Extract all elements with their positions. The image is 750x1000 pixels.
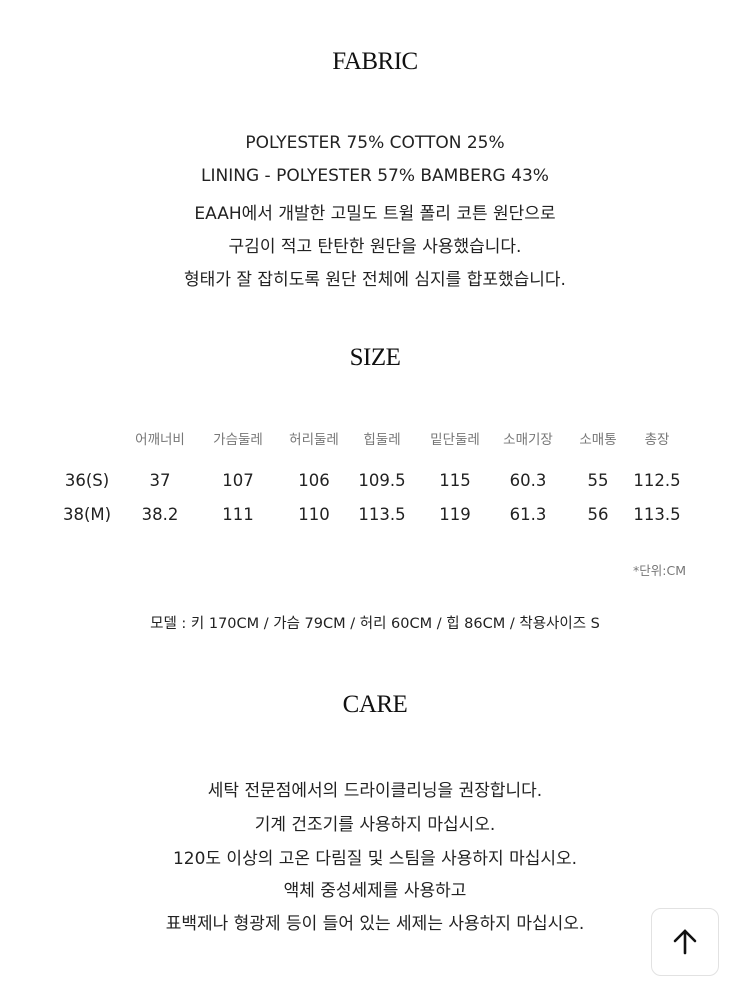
table-cell: 55 bbox=[587, 471, 609, 490]
table-cell: 115 bbox=[439, 471, 471, 490]
table-cell: 106 bbox=[298, 471, 330, 490]
table-cell: 61.3 bbox=[509, 505, 547, 524]
column-header: 밑단둘레 bbox=[430, 432, 480, 448]
table-cell: 56 bbox=[587, 505, 609, 524]
row-label: 38(M) bbox=[62, 505, 112, 524]
table-cell: 110 bbox=[298, 505, 330, 524]
column-header: 허리둘레 bbox=[289, 432, 339, 448]
care-title: CARE bbox=[342, 691, 408, 718]
model-info: 모델 : 키 170CM / 가슴 79CM / 허리 60CM / 힙 86C… bbox=[150, 616, 600, 632]
care-line: 기계 건조기를 사용하지 마십시오. bbox=[254, 815, 496, 835]
column-header: 어깨너비 bbox=[135, 432, 185, 448]
table-cell: 107 bbox=[222, 471, 254, 490]
fabric-line: POLYESTER 75% COTTON 25% bbox=[245, 133, 505, 153]
table-cell: 113.5 bbox=[358, 505, 406, 524]
column-header: 소매기장 bbox=[503, 432, 553, 448]
care-line: 세탁 전문점에서의 드라이클리닝을 권장합니다. bbox=[207, 781, 543, 801]
table-cell: 112.5 bbox=[633, 471, 681, 490]
table-cell: 119 bbox=[439, 505, 471, 524]
care-line: 표백제나 형광제 등이 들어 있는 세제는 사용하지 마십시오. bbox=[165, 914, 585, 934]
care-line: 액체 중성세제를 사용하고 bbox=[283, 881, 467, 901]
fabric-line: EAAH에서 개발한 고밀도 트윌 폴리 코튼 원단으로 bbox=[194, 204, 556, 224]
table-cell: 111 bbox=[222, 505, 254, 524]
size-title: SIZE bbox=[349, 344, 401, 371]
scroll-to-top-button[interactable] bbox=[651, 908, 719, 976]
table-cell: 38.2 bbox=[141, 505, 179, 524]
table-cell: 109.5 bbox=[358, 471, 406, 490]
care-line: 120도 이상의 고온 다림질 및 스팀을 사용하지 마십시오. bbox=[172, 849, 578, 869]
unit-note: *단위:CM bbox=[633, 563, 686, 578]
table-cell: 113.5 bbox=[633, 505, 681, 524]
table-cell: 60.3 bbox=[509, 471, 547, 490]
column-header: 힙둘레 bbox=[363, 432, 401, 448]
fabric-line: 구김이 적고 탄탄한 원단을 사용했습니다. bbox=[228, 237, 522, 257]
column-header: 가슴둘레 bbox=[213, 432, 263, 448]
arrow-up-icon bbox=[673, 929, 697, 955]
fabric-line: LINING - POLYESTER 57% BAMBERG 43% bbox=[201, 166, 549, 186]
fabric-line: 형태가 잘 잡히도록 원단 전체에 심지를 합포했습니다. bbox=[184, 270, 566, 290]
column-header: 총장 bbox=[644, 432, 670, 448]
table-cell: 37 bbox=[149, 471, 171, 490]
row-label: 36(S) bbox=[64, 471, 110, 490]
fabric-title: FABRIC bbox=[332, 48, 418, 75]
column-header: 소매통 bbox=[579, 432, 617, 448]
